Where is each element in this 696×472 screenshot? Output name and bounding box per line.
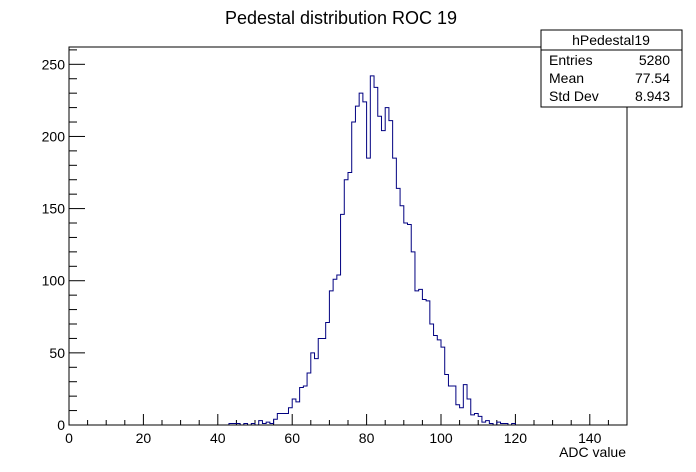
x-tick-label: 0 xyxy=(65,430,73,446)
axis-ticks xyxy=(68,49,628,426)
x-tick-label: 140 xyxy=(578,430,602,446)
x-tick-label: 20 xyxy=(136,430,152,446)
x-tick-label: 100 xyxy=(429,430,453,446)
stats-mean-label: Mean xyxy=(549,70,584,86)
y-tick-label: 250 xyxy=(42,56,66,72)
x-axis-label: ADC value xyxy=(559,444,626,460)
y-tick-label: 200 xyxy=(42,128,66,144)
x-tick-label: 60 xyxy=(284,430,300,446)
y-tick-label: 0 xyxy=(57,417,65,433)
stats-entries-value: 5280 xyxy=(639,52,670,68)
x-tick-label: 120 xyxy=(504,430,528,446)
stats-mean-value: 77.54 xyxy=(635,70,670,86)
histogram-line xyxy=(228,75,516,426)
chart-title: Pedestal distribution ROC 19 xyxy=(225,8,457,28)
stats-entries-label: Entries xyxy=(549,52,593,68)
axis-tick-labels: 0 20 40 60 80 100 120 140 0 50 100 150 200 250 xyxy=(42,56,602,446)
stats-box-title: hPedestal19 xyxy=(572,32,650,48)
y-tick-label: 150 xyxy=(42,201,66,217)
stats-stddev-label: Std Dev xyxy=(549,88,599,104)
stats-box: hPedestal19 Entries 5280 Mean 77.54 Std … xyxy=(540,29,683,108)
stats-stddev-value: 8.943 xyxy=(635,88,670,104)
y-tick-label: 100 xyxy=(42,273,66,289)
x-tick-label: 40 xyxy=(210,430,226,446)
plot-frame xyxy=(68,46,628,426)
y-tick-label: 50 xyxy=(49,345,65,361)
stats-box-frame xyxy=(540,29,683,108)
x-tick-label: 80 xyxy=(359,430,375,446)
